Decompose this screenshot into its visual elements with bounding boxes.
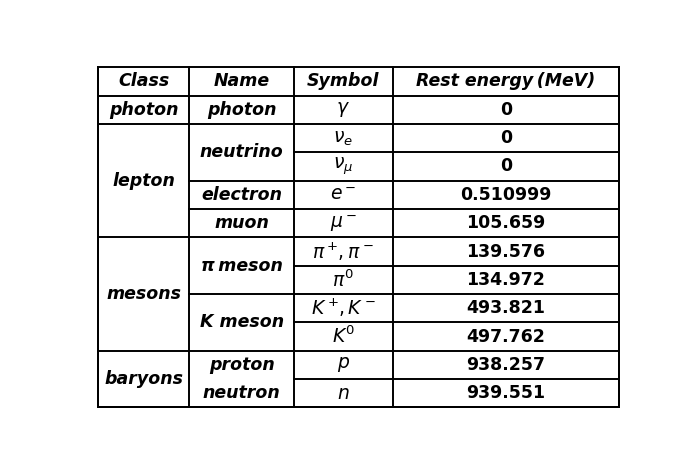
Text: 0: 0 — [500, 101, 512, 119]
Text: $e^-$: $e^-$ — [330, 185, 356, 204]
Text: Symbol: Symbol — [307, 72, 379, 90]
Text: photon: photon — [109, 101, 178, 119]
Text: $K^+\!,K^-$: $K^+\!,K^-$ — [311, 297, 375, 319]
Text: K meson: K meson — [199, 313, 284, 331]
Text: π meson: π meson — [201, 257, 283, 274]
Text: muon: muon — [214, 214, 269, 232]
Text: baryons: baryons — [104, 370, 183, 388]
Text: $K^0$: $K^0$ — [332, 326, 355, 347]
Text: 105.659: 105.659 — [466, 214, 545, 232]
Text: 0: 0 — [500, 157, 512, 175]
Text: neutrino: neutrino — [199, 143, 284, 161]
Text: 939.551: 939.551 — [466, 384, 545, 402]
Text: 493.821: 493.821 — [466, 299, 545, 317]
Text: 139.576: 139.576 — [466, 243, 545, 260]
Text: $\pi^0$: $\pi^0$ — [332, 269, 354, 290]
Text: Class: Class — [118, 72, 169, 90]
Text: 134.972: 134.972 — [466, 271, 545, 289]
Text: $n$: $n$ — [337, 384, 349, 403]
Text: photon: photon — [206, 101, 276, 119]
Text: 0: 0 — [500, 129, 512, 147]
Text: 938.257: 938.257 — [466, 356, 545, 374]
Text: Rest energy (MeV): Rest energy (MeV) — [416, 72, 596, 90]
Text: $\gamma$: $\gamma$ — [336, 100, 350, 119]
Text: $\nu_e$: $\nu_e$ — [333, 129, 353, 148]
Text: Name: Name — [214, 72, 270, 90]
Text: $p$: $p$ — [337, 355, 350, 375]
Text: neutron: neutron — [203, 384, 281, 402]
Text: $\pi^+\!,\pi^-$: $\pi^+\!,\pi^-$ — [312, 241, 374, 263]
Text: lepton: lepton — [113, 172, 176, 190]
Text: proton: proton — [209, 356, 274, 374]
Text: mesons: mesons — [106, 285, 181, 303]
Text: $\nu_\mu$: $\nu_\mu$ — [333, 156, 354, 177]
Text: 497.762: 497.762 — [466, 328, 545, 345]
Text: 0.510999: 0.510999 — [460, 186, 552, 204]
Text: electron: electron — [201, 186, 282, 204]
Text: $\mu^-$: $\mu^-$ — [330, 213, 357, 234]
